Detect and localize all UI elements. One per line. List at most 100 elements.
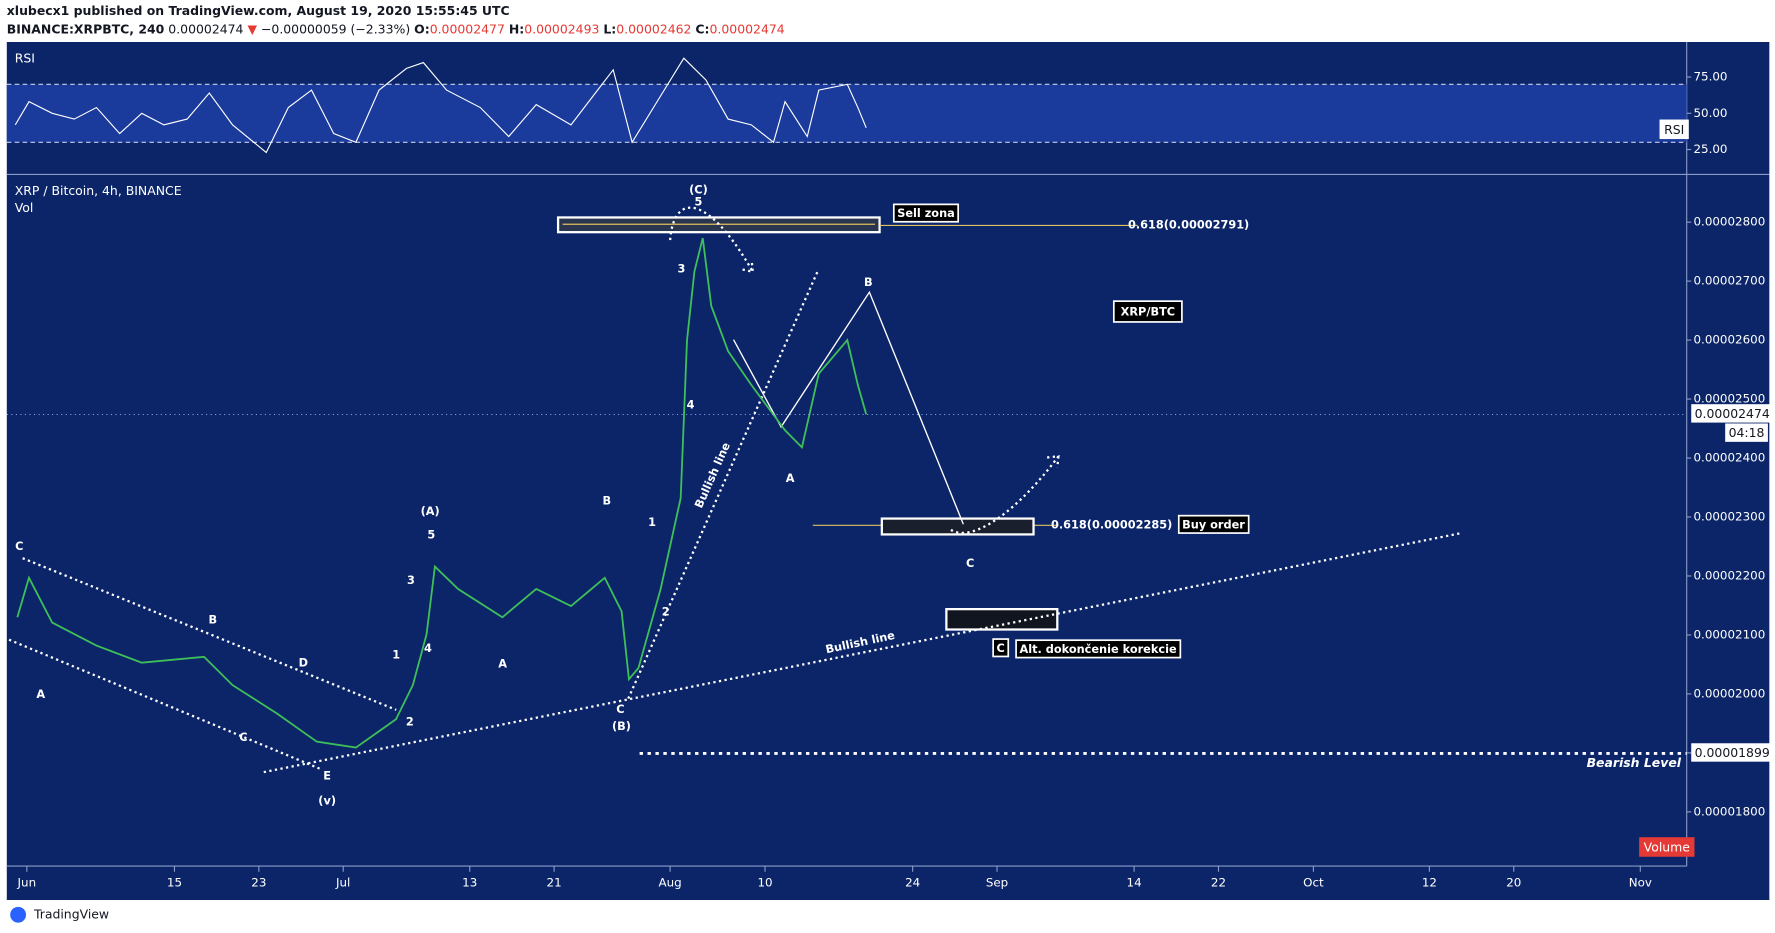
annotation: (v) (318, 794, 336, 808)
x-tick-label: Sep (986, 876, 1008, 890)
buy-zone-box (880, 517, 1035, 536)
annotation: (B) (612, 719, 631, 733)
annotation: Buy order (1182, 517, 1245, 531)
x-tick-label: 12 (1422, 876, 1437, 890)
annotation: 1 (392, 648, 400, 662)
label-box (1659, 119, 1689, 140)
y-tick-label: 75.00 (1693, 70, 1727, 84)
annotation: E (323, 769, 331, 783)
annotation: 3 (678, 262, 686, 276)
y-tick-label: 0.00002200 (1693, 568, 1765, 582)
publisher: xlubecx1 published on TradingView.com, A… (7, 3, 510, 18)
x-tick-label: 23 (251, 876, 266, 890)
bearish-level-name: Bearish Level (1587, 755, 1682, 770)
volume-tag: Volume (1644, 839, 1690, 854)
label-box (1639, 837, 1695, 857)
annotation: 1 (648, 515, 656, 529)
x-tick-label: Nov (1629, 876, 1652, 890)
label-box (892, 203, 960, 223)
last: 0.00002474 (168, 21, 243, 36)
open: 0.00002477 (430, 21, 505, 36)
x-tick-label: 20 (1506, 876, 1521, 890)
pane-subtitle: Vol (15, 200, 34, 215)
pane-title: XRP / Bitcoin, 4h, BINANCE (15, 183, 182, 198)
annotation: B (209, 612, 218, 626)
y-tick-label: 0.00002500 (1693, 392, 1765, 406)
x-tick-label: 24 (905, 876, 920, 890)
annotation: (C) (689, 182, 708, 196)
annotation: B (864, 275, 873, 289)
y-tick-label: 0.00002700 (1693, 274, 1765, 288)
plot: 25.0050.0075.00RSIRSI0.000018000.0000190… (6, 50, 1774, 890)
footer-bar (0, 900, 1775, 933)
x-tick-label: 10 (757, 876, 772, 890)
high: 0.00002493 (524, 21, 599, 36)
projection-zigzag (732, 290, 964, 525)
x-tick-label: 22 (1211, 876, 1226, 890)
annotation: D (299, 655, 308, 669)
annotation: A (36, 687, 45, 701)
low: 0.00002462 (616, 21, 691, 36)
x-tick-label: 13 (462, 876, 477, 890)
annotation: A (498, 657, 507, 671)
series-line (14, 57, 867, 154)
y-tick-label: 25.00 (1693, 142, 1727, 156)
annotation: 0.618(0.00002285) (1051, 517, 1172, 531)
x-tick-label: 21 (547, 876, 562, 890)
x-tick-label: Jun (17, 876, 37, 890)
x-tick-label: Jul (335, 876, 350, 890)
annotation: 5 (695, 195, 703, 209)
change: −0.00000059 (−2.33%) (261, 21, 410, 36)
arrow: ▼ (247, 21, 257, 36)
annotation: 0.618(0.00002791) (1128, 217, 1249, 231)
open-key: O: (414, 21, 430, 36)
chart-background (6, 41, 1770, 901)
annotation: C (239, 730, 247, 744)
footer-brand: TradingView (33, 906, 109, 921)
annotation: C (15, 539, 23, 553)
y-tick-label: 0.00002100 (1693, 627, 1765, 641)
logo (10, 906, 27, 923)
annotation: Sell zona (897, 206, 955, 220)
annotation: 4 (687, 397, 695, 411)
annotation: Alt. dokončenie korekcie (1019, 642, 1176, 656)
series-line (16, 237, 868, 749)
annotation: XRP/BTC (1121, 305, 1175, 319)
bullish-line-steep (627, 269, 820, 700)
bearish-level-tag: 0.00001899 (1695, 745, 1770, 760)
pane-title: RSI (15, 50, 35, 65)
y-tick-label: 0.00002000 (1693, 686, 1765, 700)
annotation: C (997, 641, 1005, 655)
rsi-band (6, 84, 1687, 143)
symbol-line: BINANCE:XRPBTC, 240 0.00002474 ▼ −0.0000… (7, 21, 785, 36)
label-box (1725, 423, 1768, 442)
label-box (992, 638, 1010, 658)
top-reversal-arrow (669, 206, 755, 274)
x-tick-label: Oct (1303, 876, 1324, 890)
annotation: B (602, 494, 611, 508)
annotation: 4 (424, 641, 432, 655)
annotation: C (966, 556, 974, 570)
y-tick-label: 0.00002300 (1693, 510, 1765, 524)
drawings (8, 206, 1461, 774)
y-tick-label: 0.00001800 (1693, 804, 1765, 818)
label-box (1177, 514, 1250, 534)
label-box (1112, 300, 1183, 323)
label-box (1691, 743, 1774, 762)
x-tick-label: 14 (1127, 876, 1142, 890)
close-key: C: (695, 21, 709, 36)
alt-zone-box (945, 608, 1059, 631)
annotation: A (786, 471, 795, 485)
low-key: L: (603, 21, 616, 36)
x-tick-label: Aug (659, 876, 682, 890)
label-box (1691, 404, 1774, 423)
bounce-arrow (950, 455, 1060, 535)
y-tick-label: 0.00002400 (1693, 451, 1765, 465)
annotation: 5 (427, 528, 435, 542)
y-tick-label: 0.00002600 (1693, 333, 1765, 347)
annotation: 2 (662, 605, 670, 619)
close: 0.00002474 (710, 21, 785, 36)
y-tick-label: 0.00002800 (1693, 215, 1765, 229)
countdown-tag: 04:18 (1729, 425, 1765, 440)
